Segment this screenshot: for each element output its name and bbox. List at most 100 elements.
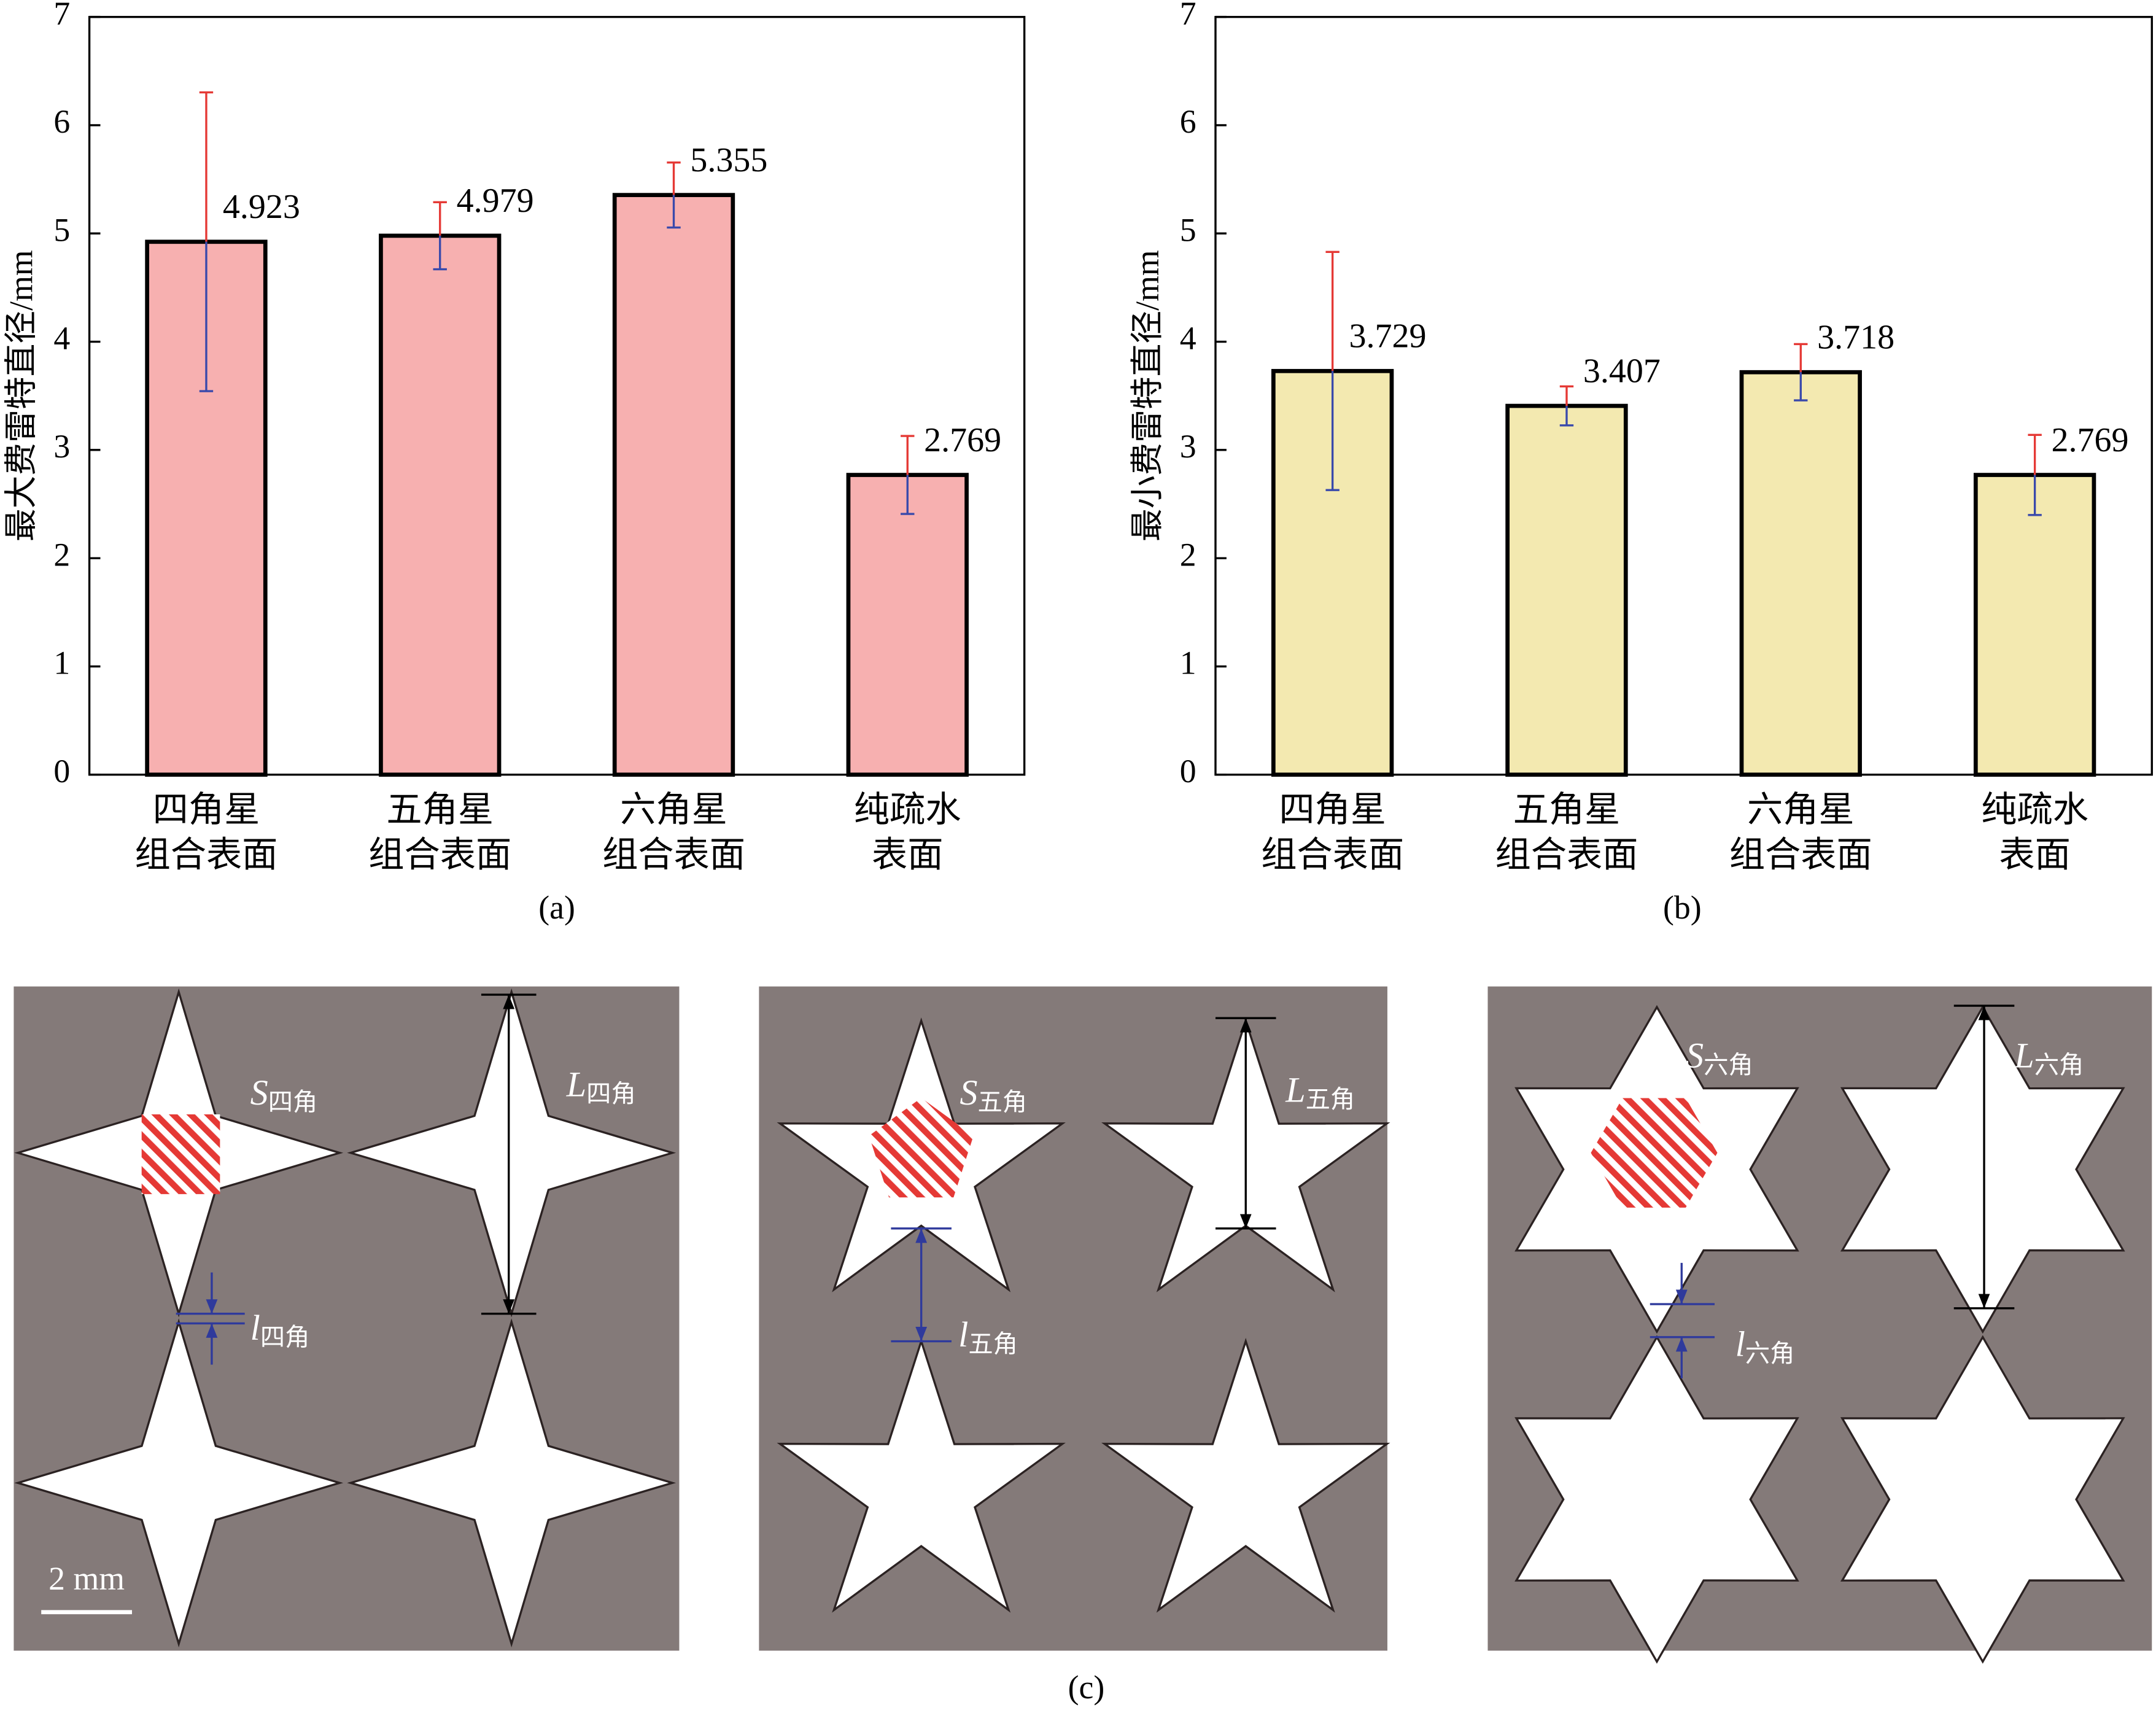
x-tick-label: 组合表面: [135, 835, 278, 875]
error-bar-lower: [667, 195, 681, 229]
symbol-subscript: 六角: [2034, 1051, 2084, 1079]
symbol: l: [250, 1308, 260, 1348]
y-tick-label: 4: [1180, 320, 1196, 357]
error-bar-upper: [901, 435, 915, 475]
symbol-label: l六角: [1735, 1324, 1795, 1367]
error-bar-upper: [199, 91, 214, 242]
y-tick-label: 7: [1180, 0, 1196, 32]
y-tick-label: 1: [1180, 645, 1196, 682]
x-tick-label: 组合表面: [1729, 835, 1872, 875]
value-label: 3.729: [1349, 317, 1427, 355]
x-tick-label: 四角星: [153, 790, 260, 829]
bar: [1505, 403, 1628, 777]
value-label: 2.769: [924, 421, 1001, 459]
symbol-label: S五角: [960, 1073, 1027, 1116]
y-axis-label: 最大费雷特直径/mm: [3, 250, 40, 542]
x-tick-label: 六角星: [620, 790, 727, 829]
star: [1514, 1335, 1799, 1664]
hatched-area: [141, 1114, 220, 1194]
symbol: L: [1285, 1070, 1305, 1110]
x-tick-label: 五角星: [386, 790, 494, 829]
symbol-subscript: 六角: [1745, 1340, 1795, 1367]
value-label: 3.407: [1583, 352, 1661, 390]
bar: [846, 473, 969, 777]
error-bar-upper: [2028, 433, 2042, 475]
y-tick-label: 0: [53, 753, 70, 790]
symbol-subscript: 四角: [268, 1089, 318, 1116]
caption: (b): [1663, 889, 1702, 926]
x-tick-label: 纯疏水: [854, 790, 961, 829]
error-bar-lower: [901, 475, 915, 515]
symbol-subscript: 五角: [1306, 1086, 1355, 1113]
error-bar-lower: [433, 235, 447, 271]
x-tick-label: 组合表面: [1495, 835, 1638, 875]
error-bar-lower: [1559, 406, 1574, 427]
caption: (c): [1068, 1669, 1105, 1706]
x-tick-label: 表面: [872, 835, 943, 875]
bar: [145, 239, 268, 777]
y-tick-label: 5: [53, 212, 70, 249]
plot-frame: [88, 15, 1026, 776]
star: [1101, 1338, 1390, 1613]
symbol-subscript: 五角: [977, 1089, 1027, 1116]
symbol: L: [2014, 1036, 2034, 1076]
symbol-subscript: 四角: [260, 1324, 310, 1351]
caption: (a): [538, 889, 575, 926]
symbol: l: [1735, 1324, 1745, 1364]
symbol-label: S六角: [1686, 1036, 1753, 1079]
symbol-label: S四角: [250, 1073, 318, 1116]
y-tick-label: 6: [53, 103, 70, 140]
symbol: S: [1686, 1036, 1704, 1076]
y-tick-label: 4: [53, 320, 70, 357]
error-bar-lower: [1325, 371, 1340, 491]
x-tick-label: 组合表面: [368, 835, 511, 875]
error-bar-upper: [667, 161, 681, 195]
y-tick-label: 5: [1180, 212, 1196, 249]
value-label: 4.979: [457, 182, 534, 220]
symbol: L: [566, 1065, 586, 1105]
symbol-label: l五角: [958, 1315, 1018, 1358]
x-tick-label: 纯疏水: [1981, 790, 2088, 829]
symbol-subscript: 五角: [968, 1330, 1018, 1358]
symbol: l: [958, 1315, 968, 1354]
symbol-subscript: 四角: [586, 1080, 636, 1108]
star: [777, 1338, 1066, 1613]
hatched-area: [1591, 1098, 1718, 1208]
x-tick-label: 表面: [1999, 835, 2070, 875]
y-tick-label: 7: [53, 0, 70, 32]
value-label: 2.769: [2051, 421, 2128, 459]
hatched-area: [869, 1098, 974, 1198]
symbol-subscript: 六角: [1704, 1051, 1753, 1079]
y-tick-label: 2: [1180, 536, 1196, 573]
y-tick-label: 1: [53, 645, 70, 682]
symbol-label: L六角: [2014, 1036, 2084, 1079]
x-tick-label: 组合表面: [602, 835, 745, 875]
y-tick-label: 3: [53, 428, 70, 465]
panel-background: [14, 986, 680, 1651]
error-bar-lower: [2028, 475, 2042, 516]
value-label: 4.923: [223, 188, 300, 226]
y-axis-label: 最小费雷特直径/mm: [1129, 250, 1166, 542]
y-tick-label: 0: [1180, 753, 1196, 790]
symbol-label: L四角: [566, 1065, 636, 1108]
value-label: 3.718: [1817, 319, 1894, 357]
error-bar-upper: [1794, 343, 1808, 373]
y-tick-label: 3: [1180, 428, 1196, 465]
star: [14, 1318, 344, 1648]
symbol-label: l四角: [250, 1308, 310, 1351]
value-label: 5.355: [690, 141, 767, 179]
y-tick-label: 6: [1180, 103, 1196, 140]
star: [347, 1318, 677, 1648]
bar: [379, 233, 502, 777]
error-bar-lower: [1794, 372, 1808, 402]
scale-bar-label: 2 mm: [48, 1560, 125, 1597]
symbol-label: L五角: [1285, 1070, 1355, 1113]
bar: [1973, 473, 2096, 777]
